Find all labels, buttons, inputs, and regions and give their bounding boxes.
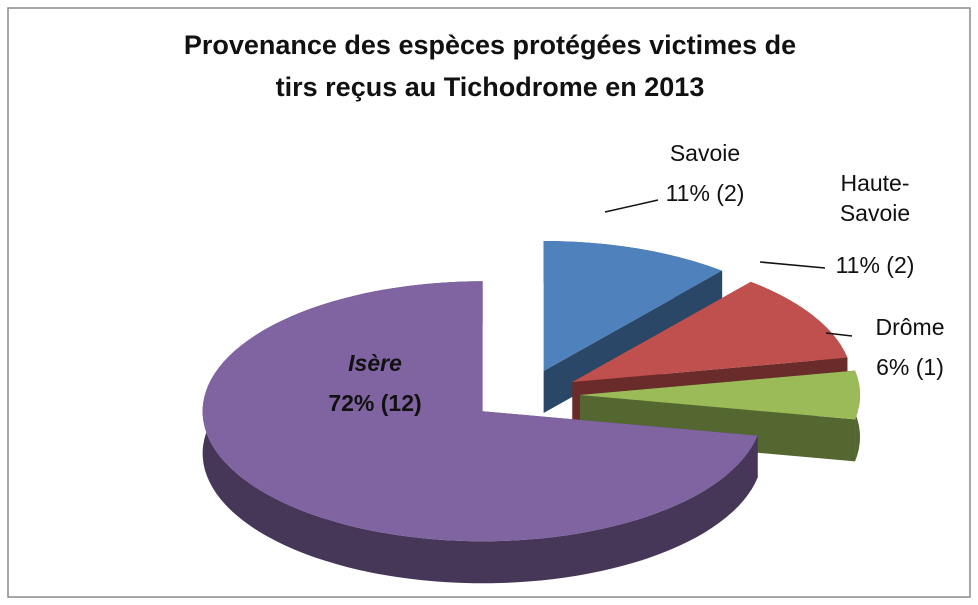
leader-line	[825, 332, 853, 337]
leader-line	[604, 199, 659, 213]
category-label: Savoie	[669, 140, 741, 166]
value-label: 6% (1)	[876, 354, 944, 380]
value-label: 11% (2)	[835, 252, 915, 278]
category-label: Haute-Savoie	[839, 170, 911, 226]
slice-side	[580, 395, 856, 462]
chart-title: Provenance des espèces protégées victime…	[183, 30, 797, 102]
category-label: Isère	[348, 350, 402, 376]
slice	[572, 281, 848, 383]
leader-line	[759, 261, 826, 269]
value-label: 72% (12)	[328, 390, 422, 416]
category-label: Drôme	[875, 314, 945, 340]
slice	[543, 240, 723, 371]
slice	[202, 281, 758, 542]
slice	[580, 370, 860, 420]
value-label: 11% (2)	[665, 180, 745, 206]
